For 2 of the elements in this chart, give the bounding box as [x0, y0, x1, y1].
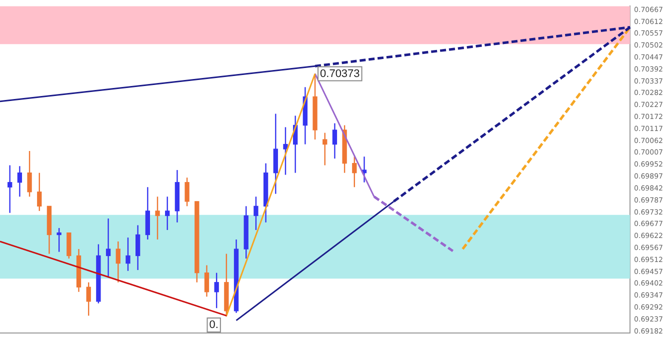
annotation: 0.70373 [320, 68, 360, 80]
annotation: 0. [209, 319, 218, 332]
